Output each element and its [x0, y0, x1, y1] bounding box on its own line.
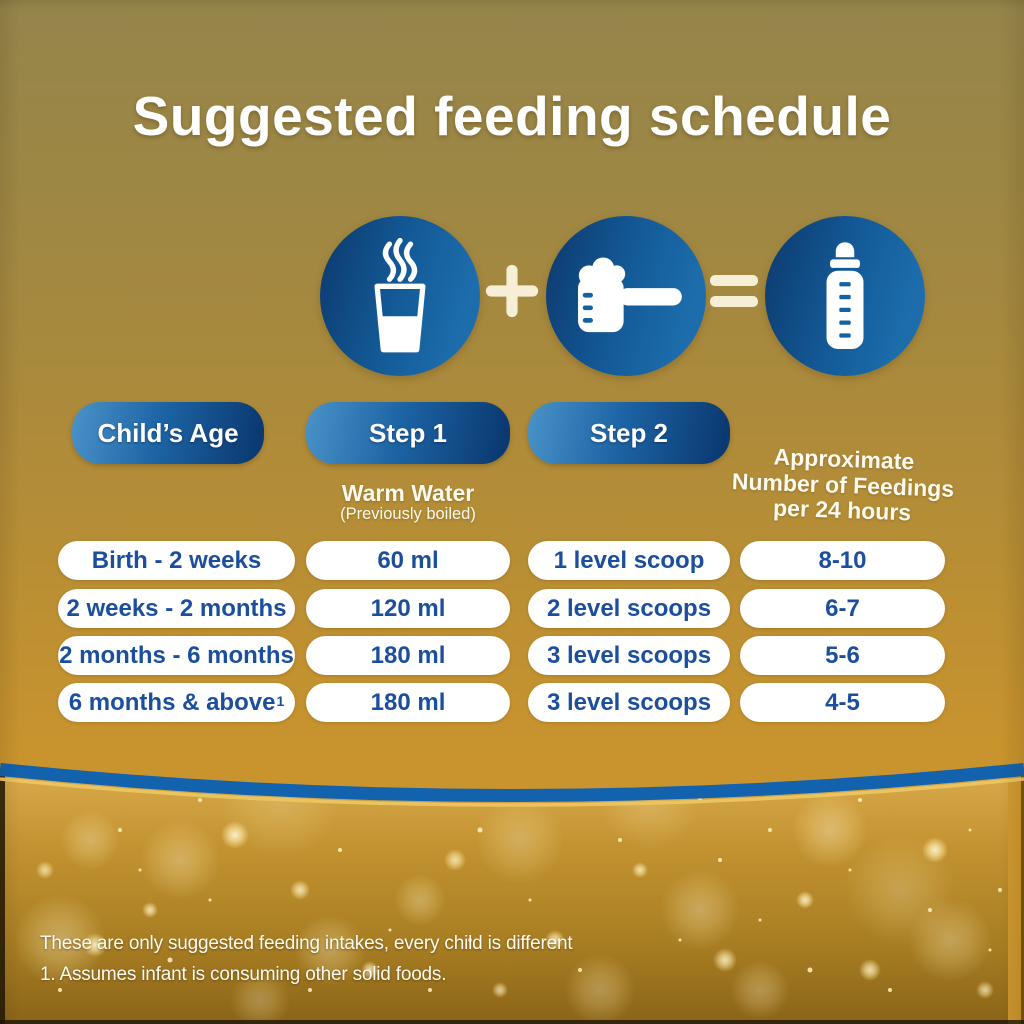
scoops-cell-row3: 3 level scoops	[528, 636, 730, 675]
gold-sparkle-footer-art	[0, 763, 1024, 1024]
feedings-cell-row2: 6-7	[740, 589, 945, 628]
scoops-cell-row1: 1 level scoop	[528, 541, 730, 580]
water-value: 180 ml	[370, 641, 446, 669]
scoops-cell-row2: 2 level scoops	[528, 589, 730, 628]
feedings-cell-row3: 5-6	[740, 636, 945, 675]
footnote-general: These are only suggested feeding intakes…	[40, 933, 573, 954]
scoop-circle	[546, 216, 706, 376]
water-value: 180 ml	[370, 688, 446, 716]
age-value: 2 months - 6 months	[59, 641, 294, 669]
feedings-subheader: Approximate Number of Feedings per 24 ho…	[727, 443, 960, 527]
warm-water-circle	[320, 216, 480, 376]
equals-icon	[710, 275, 758, 307]
water-value: 60 ml	[377, 546, 439, 574]
column-header-childs-age: Child’s Age	[72, 402, 264, 464]
column-header-step1: Step 1	[306, 402, 510, 464]
feedings-cell-row1: 8-10	[740, 541, 945, 580]
feedings-value: 5-6	[825, 641, 860, 669]
water-cell-row1: 60 ml	[306, 541, 510, 580]
warm-water-subheader: Warm Water (Previously boiled)	[306, 481, 510, 523]
page-title: Suggested feeding schedule	[132, 85, 892, 147]
scoops-value: 3 level scoops	[546, 688, 712, 716]
step1-label: Step 1	[368, 417, 448, 448]
age-cell-row2: 2 weeks - 2 months	[58, 589, 295, 628]
warm-water-glass-icon	[374, 237, 426, 353]
scoops-value: 3 level scoops	[546, 641, 712, 669]
feedings-value: 6-7	[825, 594, 860, 622]
age-cell-row3: 2 months - 6 months	[58, 636, 295, 675]
footnote-1: 1. Assumes infant is consuming other sol…	[40, 964, 447, 985]
column-header-step2: Step 2	[528, 402, 730, 464]
baby-bottle-icon	[826, 242, 864, 349]
water-cell-row3: 180 ml	[306, 636, 510, 675]
warm-water-note: (Previously boiled)	[340, 505, 476, 523]
water-cell-row2: 120 ml	[306, 589, 510, 628]
age-cell-row1: Birth - 2 weeks	[58, 541, 295, 580]
scoops-value: 1 level scoop	[553, 546, 705, 574]
feedings-value: 8-10	[818, 546, 867, 574]
feedings-value: 4-5	[825, 688, 860, 716]
plus-icon	[485, 264, 539, 318]
age-value: 2 weeks - 2 months	[66, 594, 287, 622]
scoops-cell-row4: 3 level scoops	[528, 683, 730, 722]
step2-label: Step 2	[589, 417, 669, 448]
bottle-circle	[765, 216, 925, 376]
age-cell-row4: 6 months & above 1	[58, 683, 295, 722]
scoop-icon	[578, 257, 682, 333]
childs-age-label: Child’s Age	[97, 417, 239, 448]
feedings-cell-row4: 4-5	[740, 683, 945, 722]
age-value: 6 months & above	[68, 688, 276, 716]
warm-water-title: Warm Water	[341, 480, 475, 506]
footnotes: These are only suggested feeding intakes…	[40, 928, 573, 990]
water-value: 120 ml	[370, 594, 446, 622]
scoops-value: 2 level scoops	[546, 594, 712, 622]
age-value: Birth - 2 weeks	[91, 546, 262, 574]
water-cell-row4: 180 ml	[306, 683, 510, 722]
